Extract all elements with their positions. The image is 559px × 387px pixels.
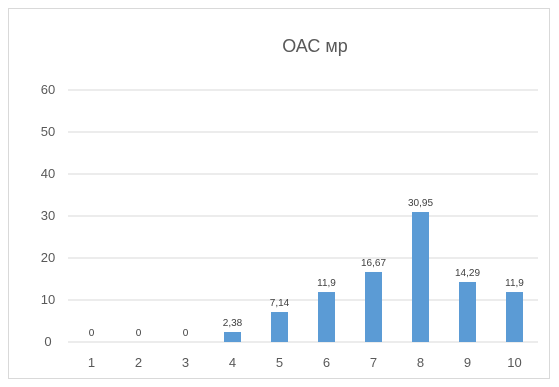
- data-label: 0: [89, 328, 95, 339]
- x-tick-label: 1: [88, 355, 95, 370]
- data-label: 7,14: [270, 298, 290, 309]
- bar-8: [412, 212, 429, 342]
- data-label: 2,38: [223, 318, 243, 329]
- y-tick-label: 50: [41, 124, 55, 139]
- bar-7: [365, 271, 382, 342]
- data-labels: 0 0 0 2,38 7,14 11,9 16,67 30,95 14,29 11,9: [89, 198, 525, 339]
- data-label: 0: [136, 328, 142, 339]
- bar-4: [224, 332, 241, 342]
- bars: [224, 212, 523, 342]
- bar-5: [271, 312, 288, 342]
- x-tick-label: 4: [229, 355, 236, 370]
- bar-6: [318, 292, 335, 342]
- y-tick-label: 0: [44, 334, 51, 349]
- x-axis-tick-labels: 1 2 3 4 5 6 7 8 9 10: [88, 355, 522, 370]
- x-tick-label: 3: [182, 355, 189, 370]
- x-tick-label: 5: [276, 355, 283, 370]
- bar-10: [506, 292, 523, 342]
- chart-title: ОАС мр: [282, 36, 348, 56]
- data-label: 30,95: [408, 198, 433, 209]
- y-axis-tick-labels: 0 10 20 30 40 50 60: [41, 82, 55, 349]
- bar-9: [459, 281, 476, 342]
- y-tick-label: 30: [41, 208, 55, 223]
- x-tick-label: 10: [507, 355, 521, 370]
- y-tick-label: 40: [41, 166, 55, 181]
- x-tick-label: 6: [323, 355, 330, 370]
- y-tick-label: 10: [41, 292, 55, 307]
- data-label: 0: [183, 328, 189, 339]
- y-tick-label: 60: [41, 82, 55, 97]
- data-label: 16,67: [361, 258, 386, 269]
- data-label: 14,29: [455, 268, 480, 279]
- data-label: 11,9: [317, 278, 336, 289]
- data-label: 11,9: [505, 278, 524, 289]
- x-tick-label: 9: [464, 355, 471, 370]
- x-tick-label: 7: [370, 355, 377, 370]
- x-tick-label: 2: [135, 355, 142, 370]
- x-tick-label: 8: [417, 355, 424, 370]
- y-tick-label: 20: [41, 250, 55, 265]
